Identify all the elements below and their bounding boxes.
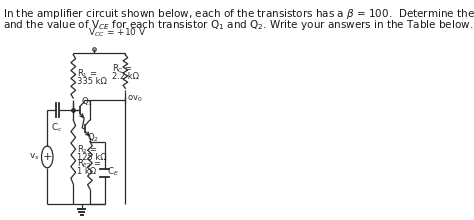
- Text: ov$_0$: ov$_0$: [128, 94, 143, 104]
- Text: v$_s$: v$_s$: [29, 152, 40, 162]
- Text: 335 kΩ: 335 kΩ: [77, 77, 107, 86]
- Text: Q$_2$: Q$_2$: [87, 131, 99, 144]
- Text: 2.2 kΩ: 2.2 kΩ: [112, 72, 139, 81]
- Text: R$_C$ =: R$_C$ =: [112, 62, 133, 75]
- Text: R$_1$ =: R$_1$ =: [77, 67, 98, 80]
- Text: 1 kΩ: 1 kΩ: [77, 167, 96, 176]
- Text: Q$_1$: Q$_1$: [81, 95, 93, 108]
- Text: In the amplifier circuit shown below, each of the transistors has a $\beta$ = 10: In the amplifier circuit shown below, ea…: [3, 7, 474, 21]
- Text: C$_c$: C$_c$: [51, 122, 62, 134]
- Text: 125 kΩ: 125 kΩ: [77, 153, 107, 162]
- Text: and the value of V$_{CE}$ for each transistor Q$_1$ and Q$_2$. Write your answer: and the value of V$_{CE}$ for each trans…: [3, 18, 474, 32]
- Text: +: +: [43, 152, 52, 162]
- Text: V$_{CC}$ = +10 V: V$_{CC}$ = +10 V: [88, 26, 146, 39]
- Text: R$_{E2}$ =: R$_{E2}$ =: [77, 157, 101, 170]
- Text: C$_E$: C$_E$: [107, 165, 119, 178]
- Text: R$_2$ =: R$_2$ =: [77, 144, 98, 156]
